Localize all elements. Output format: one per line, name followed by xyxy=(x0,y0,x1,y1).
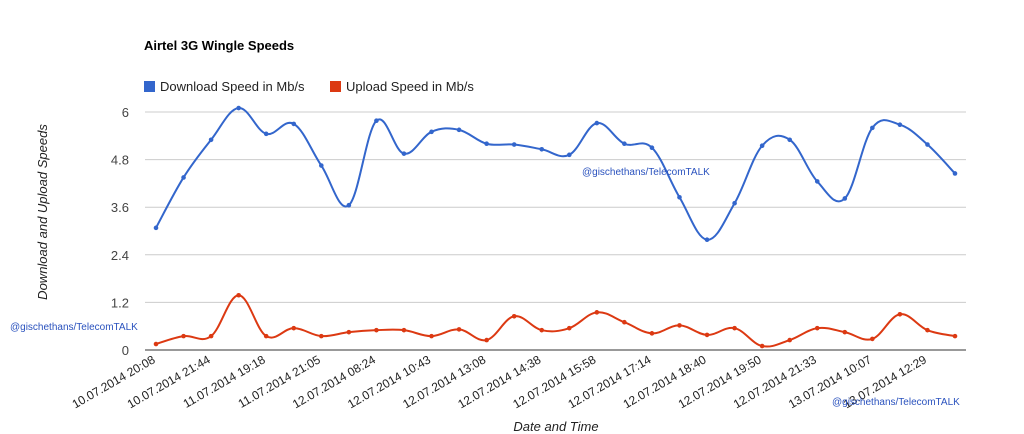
data-point-download xyxy=(484,141,489,147)
data-point-upload xyxy=(842,329,848,335)
data-point-download xyxy=(401,151,407,156)
data-point-upload xyxy=(814,325,820,331)
data-point-download xyxy=(704,237,710,243)
data-point-upload xyxy=(291,325,297,331)
data-point-download xyxy=(511,142,517,147)
data-point-download xyxy=(649,145,655,150)
y-tick-label: 1.2 xyxy=(111,295,129,310)
y-axis-title: Download and Upload Speeds xyxy=(35,124,50,300)
data-point-download xyxy=(787,137,792,143)
watermark-text: @gischethans/TelecomTALK xyxy=(582,167,710,178)
data-point-upload xyxy=(456,327,462,332)
data-point-download xyxy=(732,200,737,206)
data-point-download xyxy=(346,202,352,208)
y-tick-label: 3.6 xyxy=(111,200,129,215)
y-tick-label: 4.8 xyxy=(111,153,129,168)
data-point-download xyxy=(897,122,903,127)
data-point-download xyxy=(539,146,545,152)
data-point-download xyxy=(759,143,765,149)
y-tick-label: 2.4 xyxy=(111,248,129,263)
data-point-download xyxy=(181,175,186,180)
legend-swatch-upload xyxy=(330,81,341,92)
data-point-download xyxy=(814,179,820,184)
data-point-download xyxy=(291,121,297,127)
x-axis-title: Date and Time xyxy=(513,419,598,434)
series-layer xyxy=(153,105,958,349)
data-point-download xyxy=(153,225,159,231)
series-line-upload xyxy=(155,294,956,348)
gridlines xyxy=(145,111,966,351)
legend-swatch-download xyxy=(144,81,155,92)
data-point-upload xyxy=(539,327,545,333)
data-point-download xyxy=(870,125,875,131)
data-point-download xyxy=(677,194,682,200)
data-point-upload xyxy=(759,343,765,349)
data-point-upload xyxy=(484,337,489,343)
data-point-download xyxy=(594,120,600,126)
data-point-upload xyxy=(181,333,186,339)
chart-title: Airtel 3G Wingle Speeds xyxy=(144,38,294,53)
legend-label-upload[interactable]: Upload Speed in Mb/s xyxy=(346,79,474,94)
data-point-upload xyxy=(236,292,241,298)
data-point-upload xyxy=(346,329,352,335)
data-point-download xyxy=(456,127,462,133)
watermark-text: @gischethans/TelecomTALK xyxy=(832,397,960,408)
data-point-upload xyxy=(263,333,269,339)
data-point-upload xyxy=(787,337,792,343)
data-point-download xyxy=(374,118,379,124)
data-point-download xyxy=(566,152,572,158)
data-point-download xyxy=(319,163,324,168)
legend: Download Speed in Mb/s Upload Speed in M… xyxy=(144,79,474,94)
data-point-download xyxy=(622,141,627,147)
data-point-upload xyxy=(677,323,682,328)
data-point-download xyxy=(952,171,958,176)
data-point-upload xyxy=(319,333,324,339)
y-tick-label: 6 xyxy=(122,105,129,120)
data-point-upload xyxy=(704,332,710,338)
series-line-download xyxy=(155,107,956,241)
y-axis-ticks: 0 1.2 2.4 3.6 4.8 6 xyxy=(111,105,129,358)
data-point-upload xyxy=(401,327,407,333)
watermark-text: @gischethans/TelecomTALK xyxy=(10,322,138,333)
data-point-download xyxy=(236,105,241,111)
data-point-upload xyxy=(925,327,930,333)
data-point-upload xyxy=(897,312,903,317)
data-point-download xyxy=(842,196,848,201)
data-point-upload xyxy=(208,333,214,339)
data-point-download xyxy=(429,129,434,135)
y-tick-label: 0 xyxy=(122,343,129,358)
legend-label-download[interactable]: Download Speed in Mb/s xyxy=(160,79,305,94)
data-point-download xyxy=(263,131,269,137)
data-point-download xyxy=(208,137,214,143)
data-point-upload xyxy=(649,331,655,336)
data-point-upload xyxy=(511,313,517,319)
data-point-upload xyxy=(732,325,737,331)
data-point-upload xyxy=(153,341,159,347)
data-point-upload xyxy=(566,325,572,331)
data-point-upload xyxy=(870,336,875,342)
data-point-upload xyxy=(429,333,434,339)
data-point-upload xyxy=(594,310,600,315)
data-point-upload xyxy=(952,333,958,339)
data-point-download xyxy=(925,142,930,147)
data-point-upload xyxy=(622,319,627,325)
data-point-upload xyxy=(374,327,379,333)
